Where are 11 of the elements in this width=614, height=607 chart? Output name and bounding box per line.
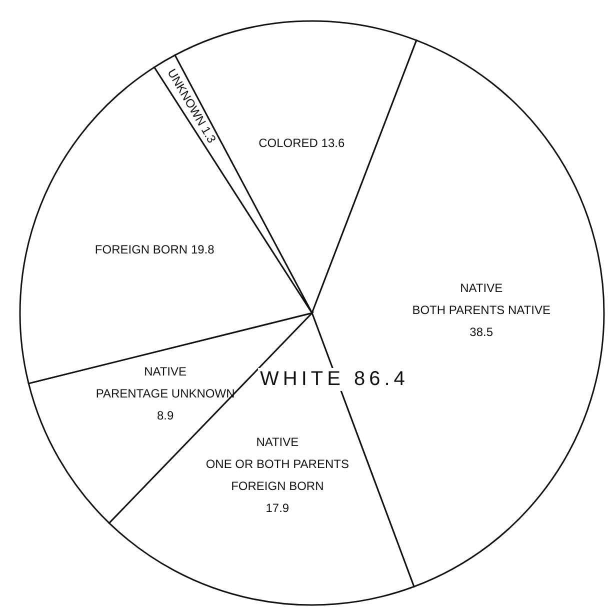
slice-label: NATIVE BOTH PARENTS NATIVE — [412, 280, 550, 317]
data-label: 13.6 — [321, 136, 345, 150]
slice-label: NATIVE PARENTAGE UNKNOWN — [96, 364, 235, 401]
text: WHITE 86.4 — [258, 368, 411, 391]
slice-label: FOREIGN BORN — [94, 242, 188, 257]
slice-label: COLORED — [258, 136, 318, 150]
data-label: 38.5 — [470, 324, 494, 339]
data-label: 19.8 — [190, 242, 214, 257]
data-label: 17.9 — [266, 500, 290, 515]
slice-label: NATIVE ONE OR BOTH PARENTS FOREIGN BORN — [206, 434, 349, 493]
data-label: 8.9 — [156, 408, 174, 423]
